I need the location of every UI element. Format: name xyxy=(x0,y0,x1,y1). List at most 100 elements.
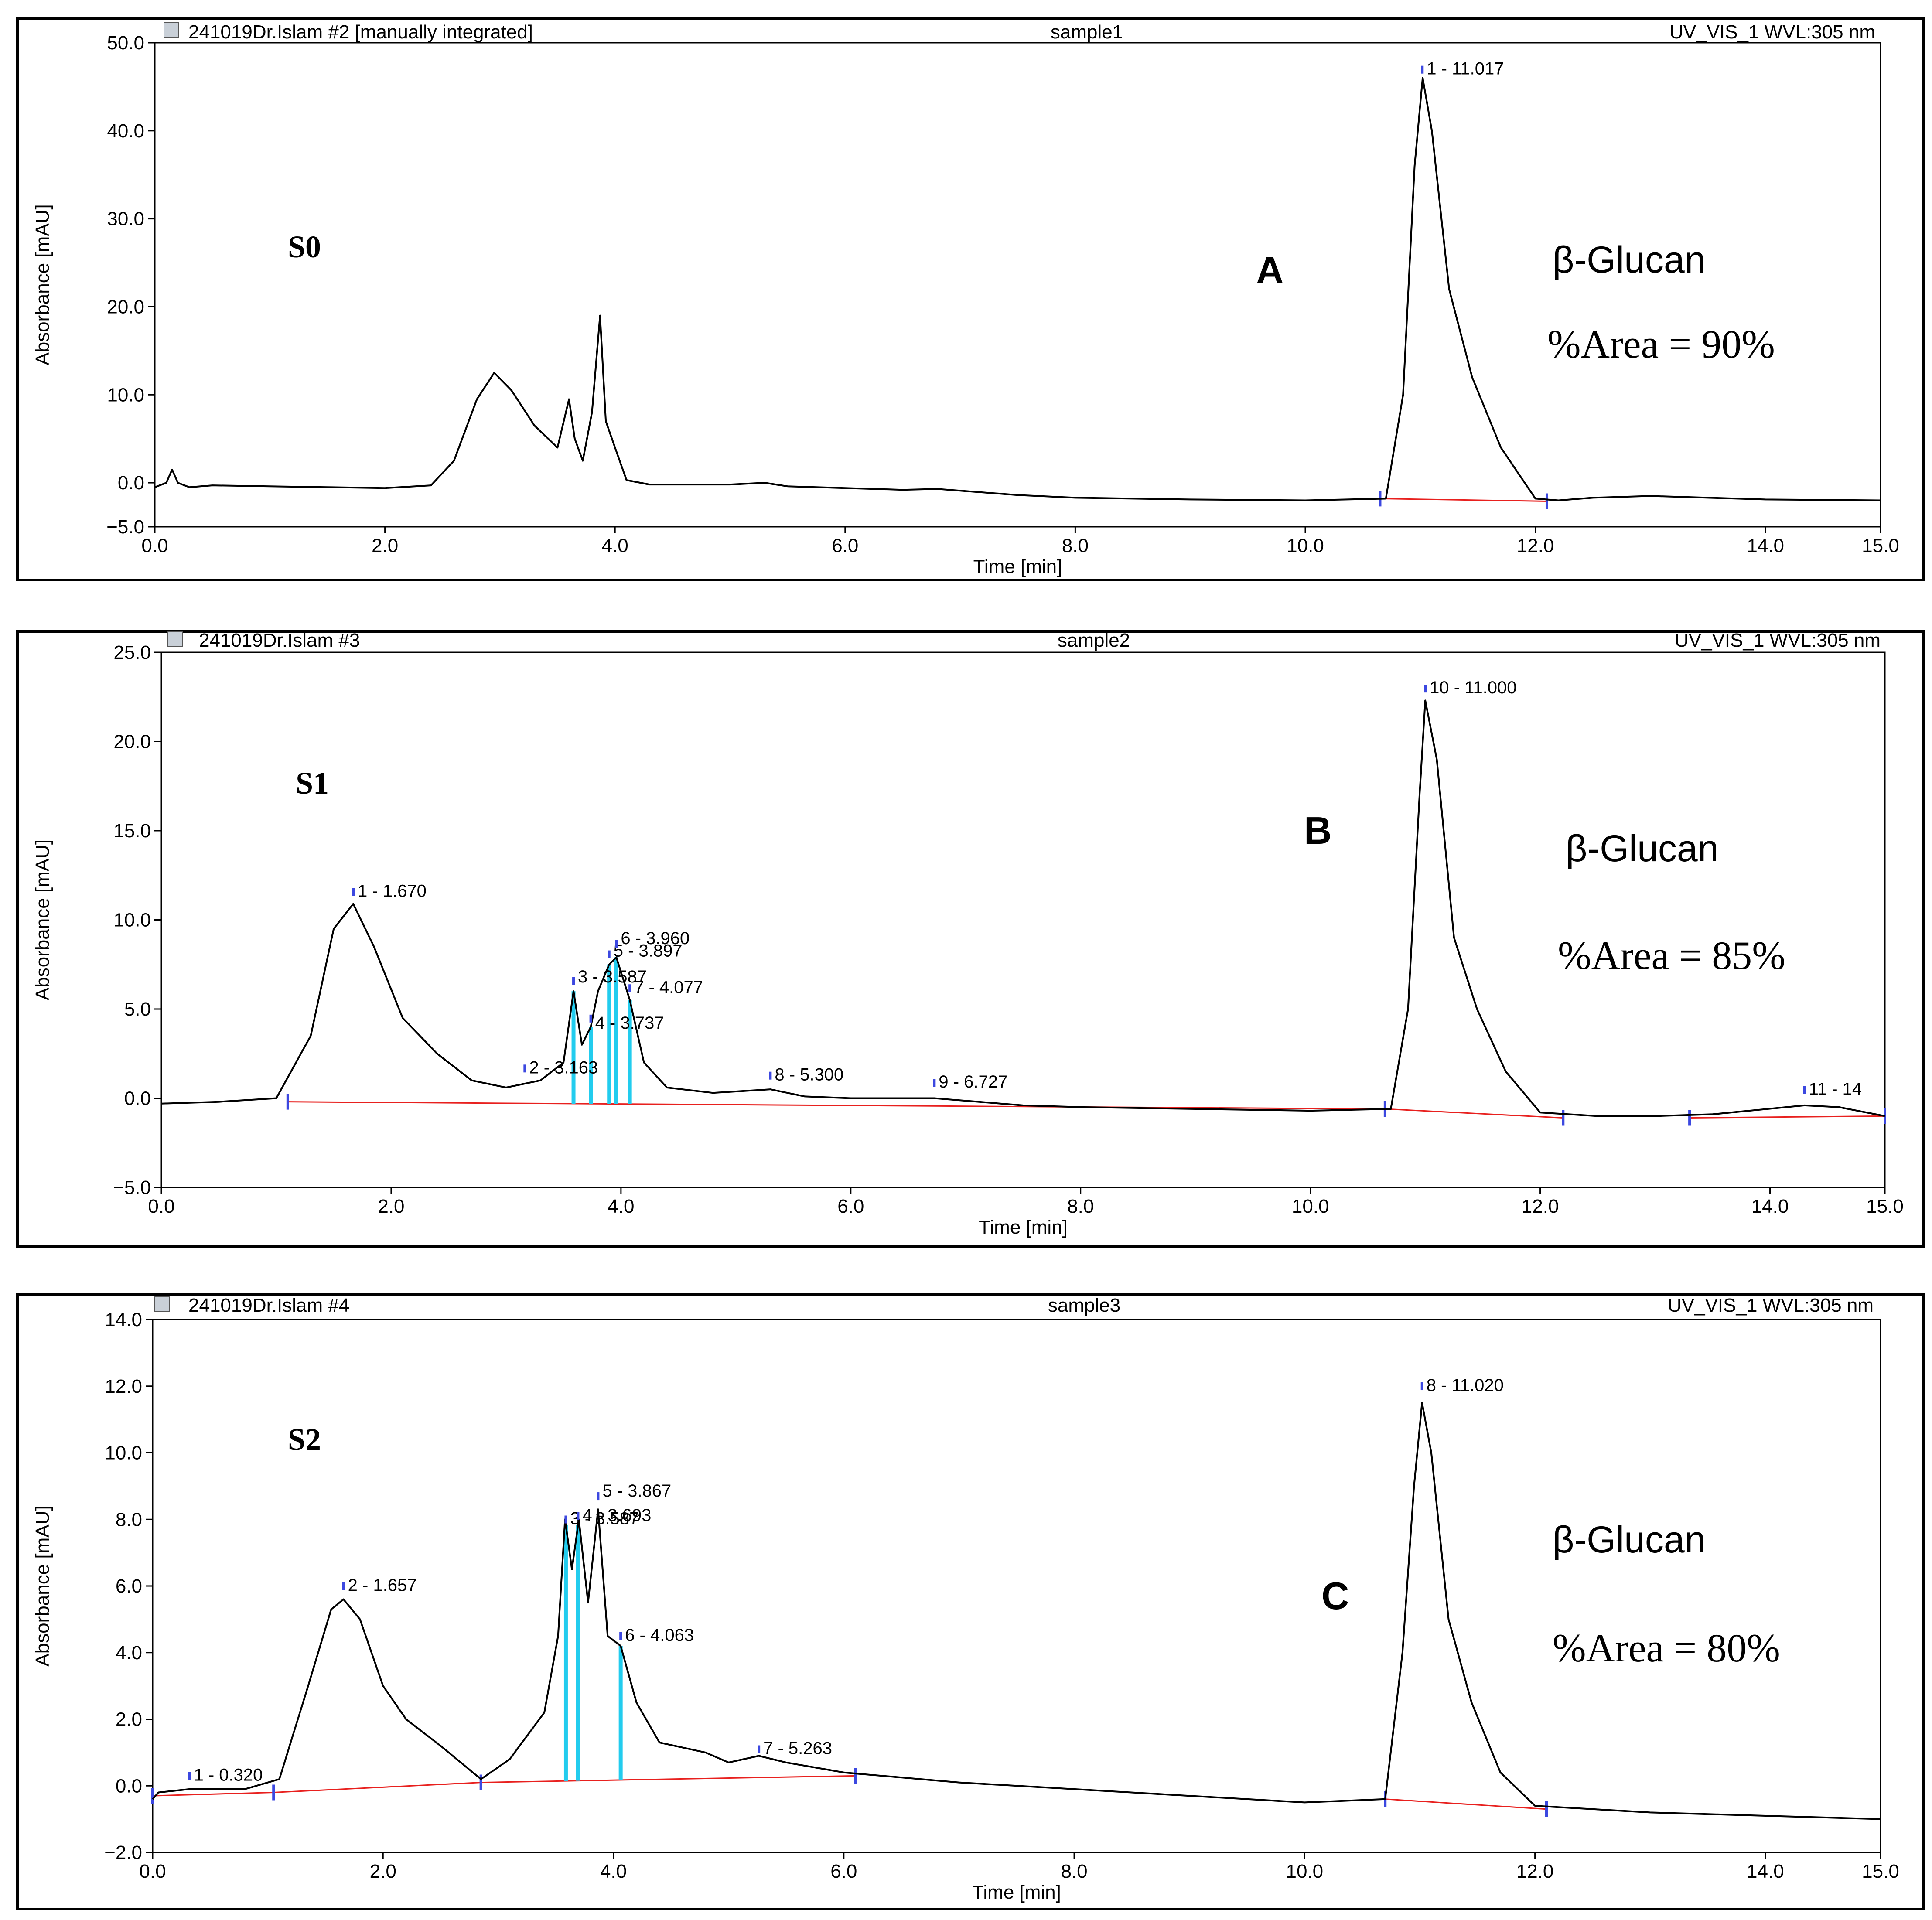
panel-c-x-tick-label: 2.0 xyxy=(370,1861,396,1882)
panel-c-baseline xyxy=(273,1782,481,1794)
panel-c-x-tick-label: 14.0 xyxy=(1747,1861,1784,1882)
panel-a-x-tick-label: 14.0 xyxy=(1747,535,1784,556)
panel-b-x-axis-label: Time [min] xyxy=(979,1217,1068,1238)
panel-a-file-name: 241019Dr.Islam #2 [manually integrated] xyxy=(188,21,533,43)
panel-b-peak-label: 8 - 5.300 xyxy=(775,1065,843,1084)
panel-c-sample-id: S2 xyxy=(288,1422,321,1457)
panel-c-y-tick-label: 4.0 xyxy=(116,1642,142,1664)
panel-c-y-tick-label: 8.0 xyxy=(116,1509,142,1530)
panel-a-y-tick-label: 50.0 xyxy=(107,32,144,54)
panel-b-sample-name: sample2 xyxy=(1058,630,1130,651)
panel-b-letter: B xyxy=(1304,809,1332,852)
panel-c-trace-line xyxy=(152,1402,1881,1820)
panel-c-frame xyxy=(16,1293,1925,1910)
chromatogram-panel-a: 241019Dr.Islam #2 [manually integrated] … xyxy=(16,17,1925,581)
panel-a-x-tick-label: 8.0 xyxy=(1062,535,1089,556)
panel-b-file-name: 241019Dr.Islam #3 xyxy=(199,630,360,651)
panel-b-x-tick-label: 10.0 xyxy=(1292,1196,1329,1217)
panel-b-detector: UV_VIS_1 WVL:305 nm xyxy=(1675,630,1881,651)
panel-c-y-tick-label: 12.0 xyxy=(105,1376,142,1397)
panel-b-y-tick-label: 25.0 xyxy=(113,642,151,663)
panel-a-x-tick-label: 6.0 xyxy=(832,535,858,556)
panel-a-letter: A xyxy=(1256,249,1284,292)
panel-c-x-axis-label: Time [min] xyxy=(972,1882,1061,1903)
panel-a-x-tick-label: 15.0 xyxy=(1862,535,1899,556)
panel-b-sample-id: S1 xyxy=(296,766,329,801)
panel-b-peak-label: 5 - 3.897 xyxy=(614,941,683,961)
panel-b-peak-label: 2 - 3.163 xyxy=(529,1058,598,1077)
panel-c-peak-label: 5 - 3.867 xyxy=(602,1481,671,1501)
panel-a-frame xyxy=(16,17,1925,581)
panel-b-y-axis-label: Absorbance [mAU] xyxy=(32,839,53,1000)
panel-a-sample-name: sample1 xyxy=(1051,21,1123,43)
panel-b-area-label: %Area = 85% xyxy=(1558,933,1785,978)
panel-c-detector: UV_VIS_1 WVL:305 nm xyxy=(1668,1295,1874,1316)
panel-c-peak-label: 1 - 0.320 xyxy=(194,1766,263,1785)
panel-b-x-tick-label: 2.0 xyxy=(378,1196,404,1217)
panel-a-y-tick-label: 30.0 xyxy=(107,208,144,230)
panel-c-compound-label: β-Glucan xyxy=(1553,1519,1706,1561)
panel-c-baseline xyxy=(1385,1798,1547,1810)
panel-c-x-tick-label: 6.0 xyxy=(830,1861,857,1882)
panel-c-letter: C xyxy=(1321,1574,1349,1617)
file-icon xyxy=(154,1296,170,1312)
panel-a-x-tick-label: 12.0 xyxy=(1517,535,1554,556)
panel-c-x-tick-label: 10.0 xyxy=(1286,1861,1324,1882)
panel-c-y-tick-label: 0.0 xyxy=(116,1775,142,1797)
panel-b-peak-label: 6 - 3.960 xyxy=(621,929,690,948)
panel-b-x-tick-label: 12.0 xyxy=(1522,1196,1559,1217)
panel-c-y-axis-label: Absorbance [mAU] xyxy=(32,1505,53,1666)
panel-c-peak-label: 7 - 5.263 xyxy=(763,1739,832,1758)
panel-c-x-tick-label: 4.0 xyxy=(600,1861,627,1882)
panel-c-y-tick-label: −2.0 xyxy=(104,1842,142,1863)
panel-a-x-axis-label: Time [min] xyxy=(973,556,1062,577)
panel-a-plot-area xyxy=(154,42,1881,528)
panel-b-peak-label: 1 - 1.670 xyxy=(358,881,427,900)
panel-c-peak-label: 6 - 4.063 xyxy=(625,1626,694,1645)
panel-c-peak-label: 4 - 3.693 xyxy=(582,1506,651,1525)
panel-c-baseline xyxy=(481,1775,856,1784)
panel-c-x-tick-label: 12.0 xyxy=(1516,1861,1554,1882)
panel-a-x-tick-label: 0.0 xyxy=(141,535,168,556)
panel-a-x-tick-label: 2.0 xyxy=(372,535,398,556)
panel-c-peak-label: 8 - 11.020 xyxy=(1427,1376,1504,1395)
panel-b-frame xyxy=(16,630,1925,1248)
panel-c-area-label: %Area = 80% xyxy=(1553,1626,1780,1670)
panel-c-peak-label: 2 - 1.657 xyxy=(348,1576,417,1595)
panel-b-y-tick-label: 20.0 xyxy=(113,731,151,753)
panel-b-x-tick-label: 8.0 xyxy=(1067,1196,1094,1217)
panel-c-y-tick-label: 14.0 xyxy=(105,1309,142,1330)
panel-b-peak-label: 9 - 6.727 xyxy=(939,1072,1007,1091)
panel-b-x-tick-label: 6.0 xyxy=(837,1196,864,1217)
panel-a-detector: UV_VIS_1 WVL:305 nm xyxy=(1669,21,1875,43)
panel-a-y-axis-label: Absorbance [mAU] xyxy=(32,204,53,365)
panel-a-baseline xyxy=(1380,498,1547,502)
panel-c-file-name: 241019Dr.Islam #4 xyxy=(188,1295,349,1316)
panel-b-baseline xyxy=(1690,1115,1885,1119)
panel-b-x-tick-label: 4.0 xyxy=(608,1196,634,1217)
panel-c-x-tick-label: 8.0 xyxy=(1061,1861,1087,1882)
panel-b-baseline xyxy=(1385,1108,1563,1119)
panel-c-x-tick-label: 15.0 xyxy=(1862,1861,1899,1882)
file-icon xyxy=(164,22,179,38)
panel-a-y-tick-label: −5.0 xyxy=(106,516,144,538)
panel-b-x-tick-label: 0.0 xyxy=(148,1196,174,1217)
panel-b-peak-label: 11 - 14 xyxy=(1809,1079,1862,1098)
panel-b-peak-label: 3 - 3.587 xyxy=(578,967,647,986)
panel-a-compound-label: β-Glucan xyxy=(1553,239,1706,281)
panel-a-y-tick-label: 20.0 xyxy=(107,296,144,317)
panel-b-peak-label: 4 - 3.737 xyxy=(595,1013,664,1033)
panel-c-peak-label: 3 - 3.587 xyxy=(570,1509,639,1528)
panel-a-y-tick-label: 40.0 xyxy=(107,120,144,142)
panel-a-y-tick-label: 10.0 xyxy=(107,384,144,406)
panel-b-y-tick-label: −5.0 xyxy=(113,1177,151,1198)
chromatogram-panel-c: 241019Dr.Islam #4 sample3 UV_VIS_1 WVL:3… xyxy=(16,1293,1925,1910)
panel-c-baseline xyxy=(152,1792,274,1797)
panel-a-trace-line xyxy=(154,77,1881,501)
panel-b-y-tick-label: 5.0 xyxy=(124,999,151,1020)
panel-b-peak-label: 7 - 4.077 xyxy=(634,978,703,997)
panel-c-x-tick-label: 0.0 xyxy=(139,1861,166,1882)
panel-b-y-tick-label: 15.0 xyxy=(113,820,151,842)
panel-a-x-tick-label: 4.0 xyxy=(602,535,628,556)
